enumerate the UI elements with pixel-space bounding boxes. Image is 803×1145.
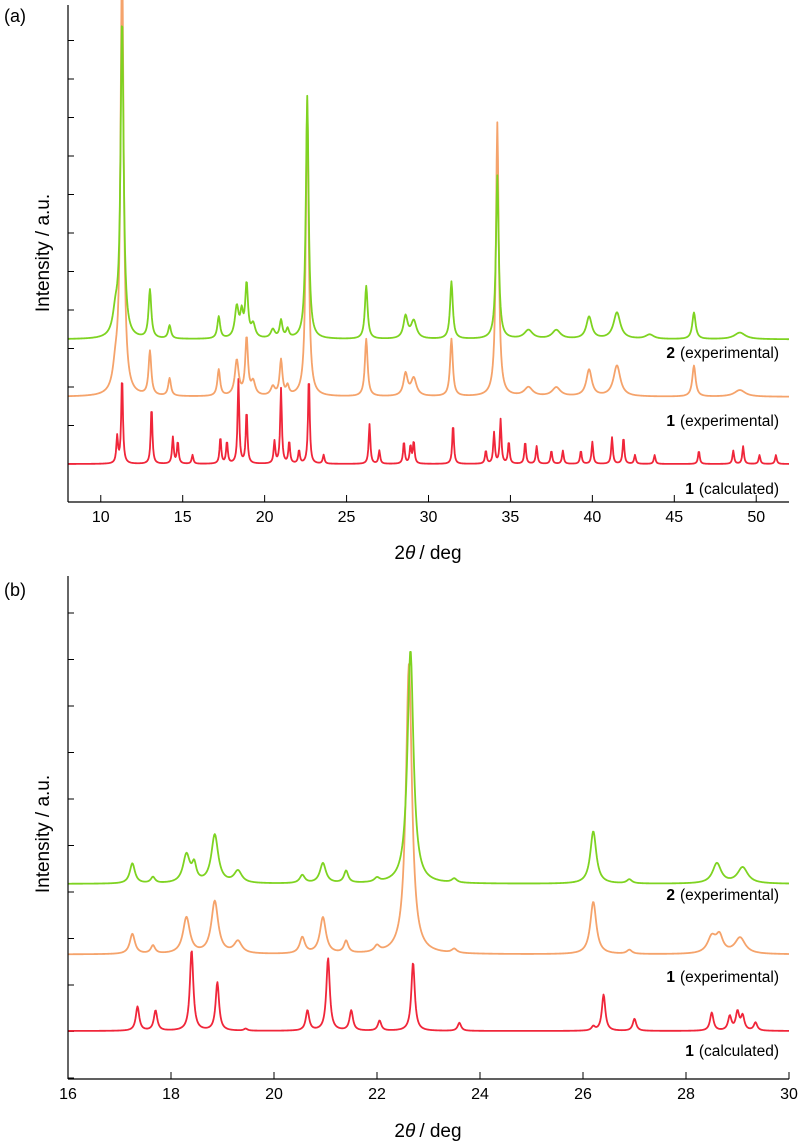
series-label-number: 2 bbox=[666, 887, 675, 904]
x-tick-label: 30 bbox=[780, 1086, 798, 1103]
panel-b-x-axis-title: 2θ / deg bbox=[394, 1121, 461, 1142]
panel-b-series-labels: 2 (experimental) 1 (experimental) 1 (calculat… bbox=[666, 887, 779, 1060]
panel-a-traces bbox=[67, 0, 790, 465]
series-label-red: 1 (calculated) bbox=[685, 1043, 779, 1060]
x-tick-label: 10 bbox=[92, 509, 110, 526]
panel-a-series-labels: 2 (experimental) 1 (experimental) 1 (calculat… bbox=[666, 345, 779, 498]
x-tick-label: 20 bbox=[256, 509, 274, 526]
panel-b: (b) 16 18 20 22 24 26 28 30 2 (experimental) 1 (ex… bbox=[4, 576, 798, 1142]
x-tick-label: 26 bbox=[574, 1086, 592, 1103]
panel-a-y-axis-title: Intensity / a.u. bbox=[33, 194, 54, 312]
series-orange-line bbox=[67, 0, 790, 398]
x-tick-label: 45 bbox=[665, 509, 683, 526]
series-label-text: (experimental) bbox=[680, 969, 779, 986]
series-label-number: 1 bbox=[685, 1043, 694, 1060]
series-label-text: (experimental) bbox=[680, 413, 779, 430]
series-label-number: 1 bbox=[685, 481, 694, 498]
series-orange-line bbox=[67, 663, 790, 956]
series-label-orange: 1 (experimental) bbox=[666, 413, 779, 430]
x-tick-label: 30 bbox=[420, 509, 438, 526]
x-tick-label: 50 bbox=[747, 509, 765, 526]
x-tick-label: 28 bbox=[677, 1086, 695, 1103]
x-tick-label: 18 bbox=[162, 1086, 180, 1103]
panel-a: (a) 10 15 20 25 30 35 40 45 50 2 (experimental) 1 (… bbox=[4, 0, 790, 564]
series-label-number: 2 bbox=[666, 345, 675, 362]
x-tick-label: 22 bbox=[368, 1086, 386, 1103]
series-label-green: 2 (experimental) bbox=[666, 887, 779, 904]
x-tick-label: 15 bbox=[174, 509, 192, 526]
series-green-line bbox=[67, 650, 790, 885]
x-tick-label: 25 bbox=[338, 509, 356, 526]
series-label-number: 1 bbox=[666, 413, 675, 430]
panel-b-y-axis-title: Intensity / a.u. bbox=[33, 775, 54, 893]
x-tick-label: 35 bbox=[502, 509, 520, 526]
series-green-line bbox=[67, 25, 790, 341]
panel-b-traces bbox=[67, 650, 790, 1032]
panel-a-ticks: 10 15 20 25 30 35 40 45 50 bbox=[68, 40, 765, 526]
series-label-green: 2 (experimental) bbox=[666, 345, 779, 362]
panel-b-ticks: 16 18 20 22 24 26 28 30 bbox=[59, 612, 798, 1103]
series-label-text: (calculated) bbox=[699, 1043, 779, 1060]
panel-a-label: (a) bbox=[4, 6, 26, 26]
series-label-orange: 1 (experimental) bbox=[666, 969, 779, 986]
x-tick-label: 24 bbox=[471, 1086, 489, 1103]
series-label-number: 1 bbox=[666, 969, 675, 986]
series-label-red: 1 (calculated) bbox=[685, 481, 779, 498]
series-label-text: (calculated) bbox=[699, 481, 779, 498]
series-red-line bbox=[67, 378, 790, 465]
panel-b-label: (b) bbox=[4, 580, 26, 600]
panel-a-x-axis-title: 2θ / deg bbox=[394, 543, 461, 564]
x-tick-label: 20 bbox=[265, 1086, 283, 1103]
series-red-line bbox=[67, 950, 790, 1032]
series-label-text: (experimental) bbox=[680, 345, 779, 362]
series-label-text: (experimental) bbox=[680, 887, 779, 904]
x-tick-label: 16 bbox=[59, 1086, 77, 1103]
x-tick-label: 40 bbox=[583, 509, 601, 526]
